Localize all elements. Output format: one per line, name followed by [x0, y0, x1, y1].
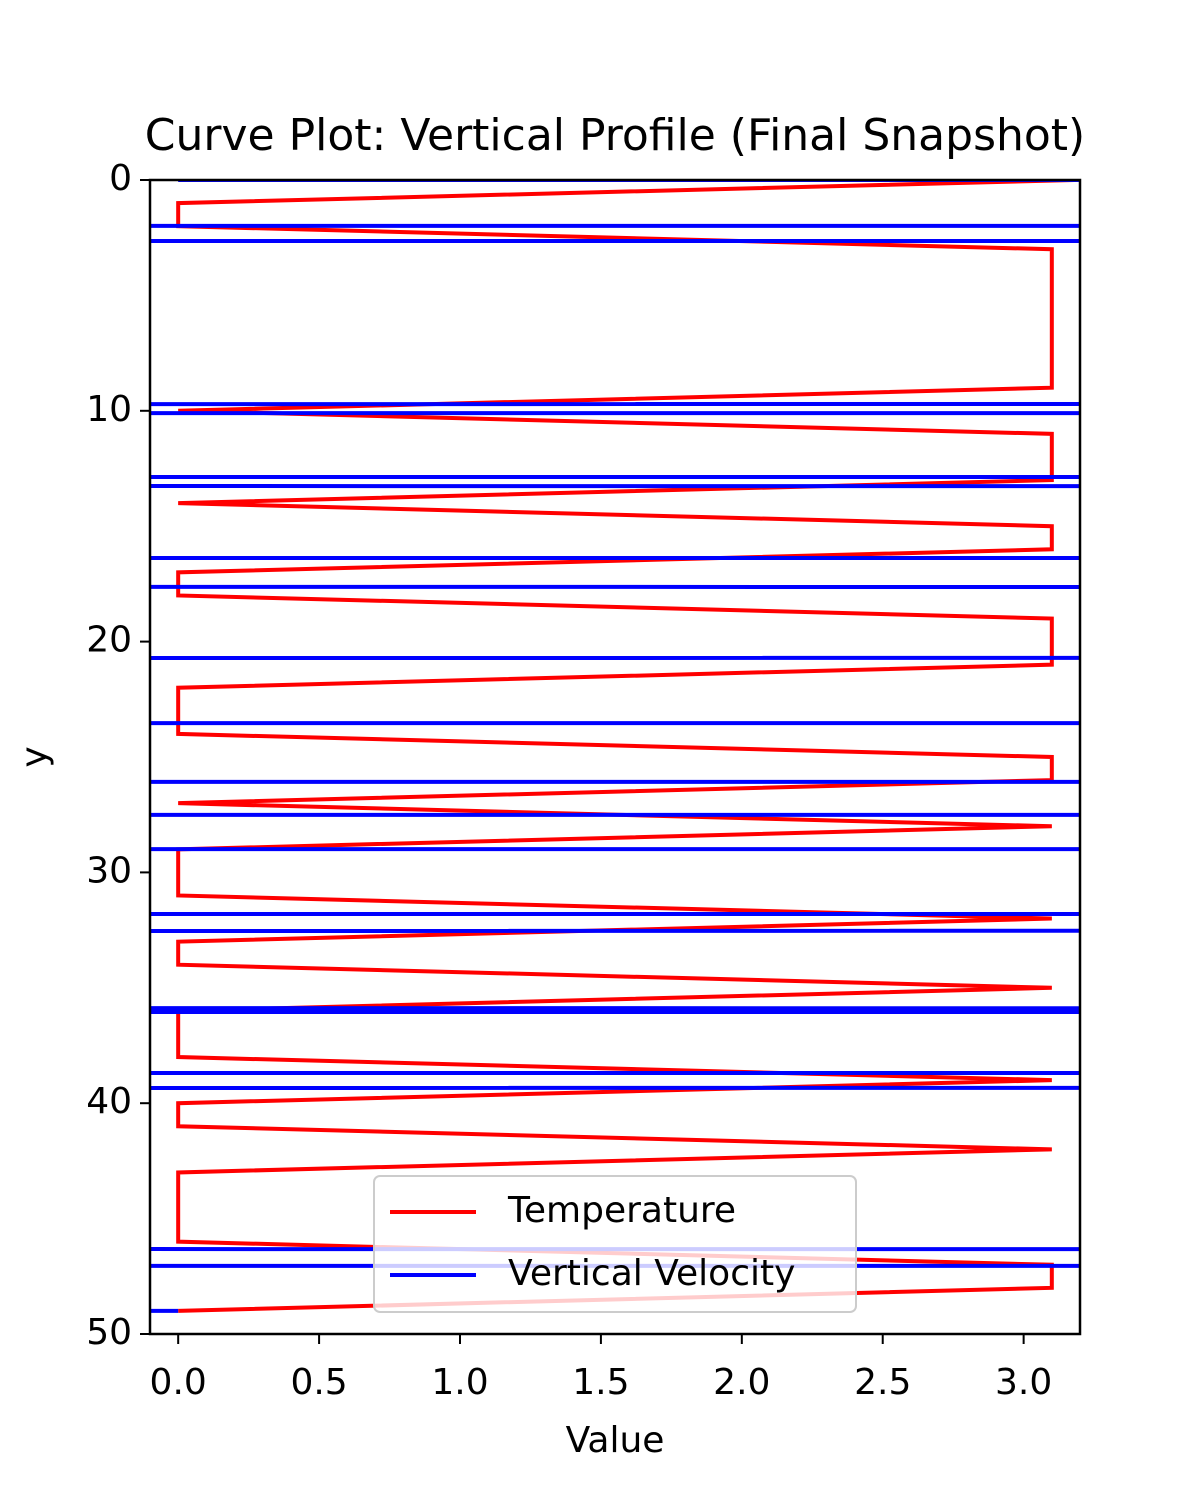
- axes-frame: [148, 178, 1082, 1336]
- x-axis-label: Value: [566, 1420, 665, 1461]
- x-tick-label: 0.0: [150, 1362, 207, 1403]
- legend-label: Temperature: [507, 1190, 736, 1231]
- plot-area: [0, 180, 1200, 1311]
- x-tick-label: 3.0: [995, 1362, 1052, 1403]
- y-axis-label: y: [14, 746, 55, 767]
- data-line: [176, 180, 1075, 1313]
- y-tick-label: 30: [86, 850, 132, 891]
- x-tick-label: 1.5: [572, 1362, 629, 1403]
- y-tick-label: 20: [86, 620, 132, 661]
- y-tick-label: 10: [86, 389, 132, 430]
- chart-title: Curve Plot: Vertical Profile (Final Snap…: [145, 110, 1085, 161]
- y-tick-label: 40: [86, 1081, 132, 1122]
- y-tick-label: 50: [86, 1312, 132, 1353]
- legend-box: [373, 1175, 857, 1313]
- legend-label: Vertical Velocity: [508, 1253, 795, 1294]
- x-tick-label: 2.5: [854, 1362, 911, 1403]
- x-tick-label: 1.0: [431, 1362, 488, 1403]
- x-tick-label: 0.5: [290, 1362, 347, 1403]
- x-tick-label: 2.0: [713, 1362, 770, 1403]
- legend: Temperature Vertical Velocity: [373, 1175, 857, 1313]
- y-tick-label: 0: [109, 158, 132, 199]
